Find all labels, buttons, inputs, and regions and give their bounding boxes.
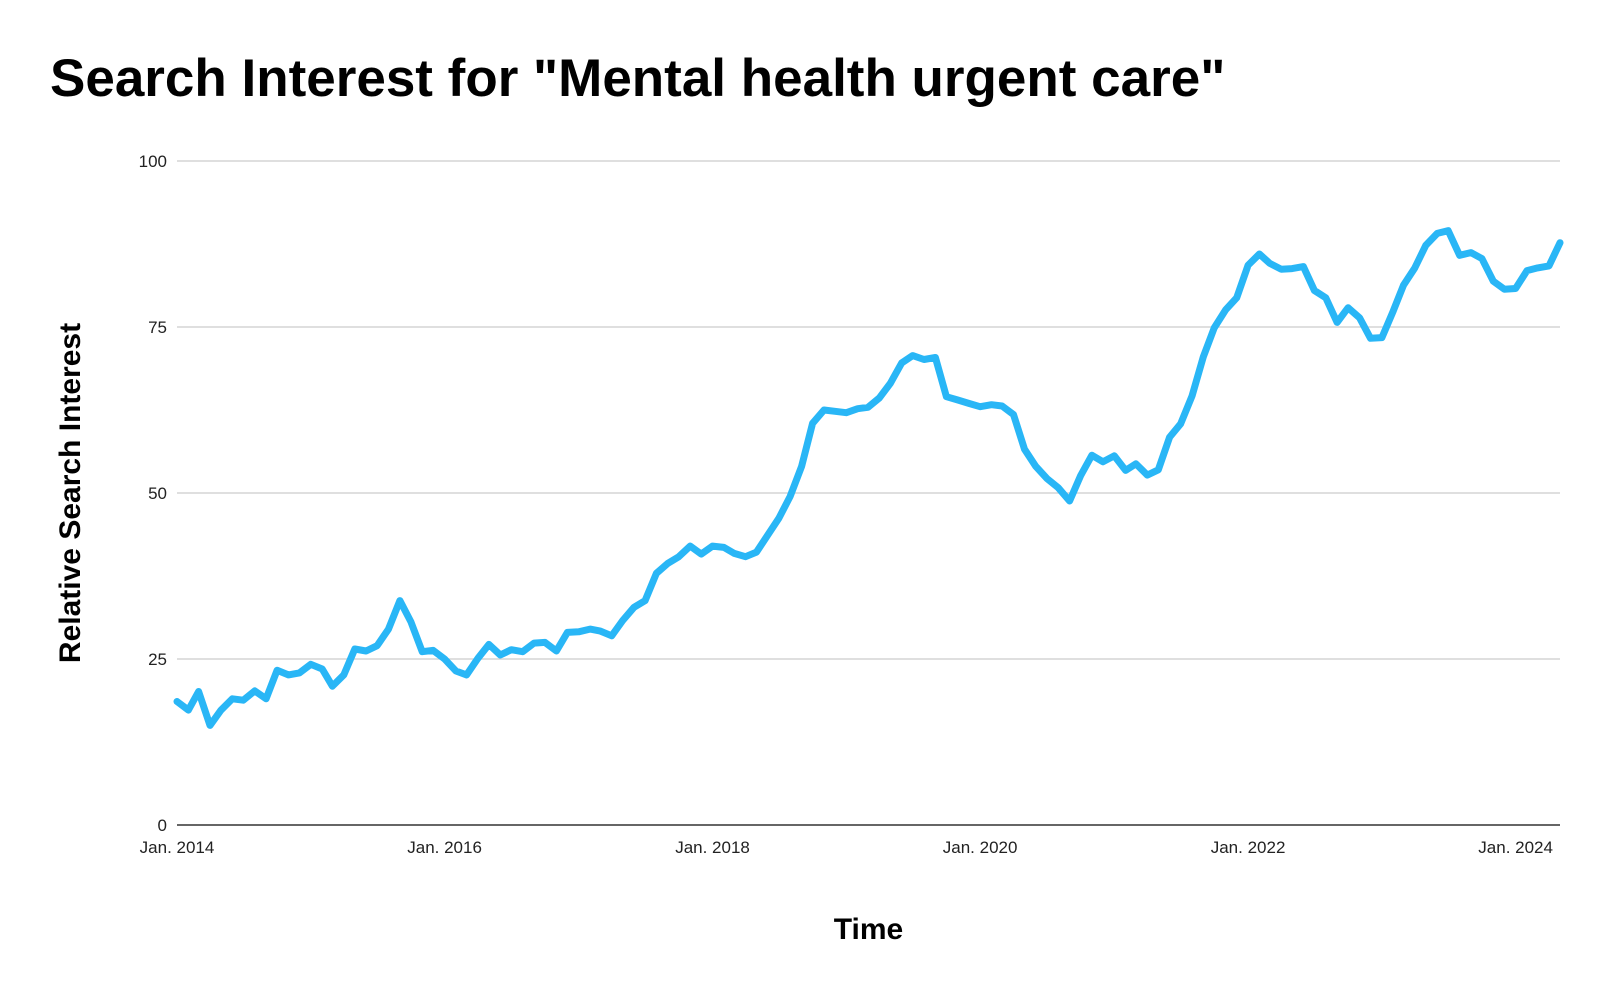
- x-tick-label: Jan. 2014: [140, 838, 215, 857]
- series-line: [173, 227, 1564, 729]
- y-axis-tick-labels: 0 25 50 75 100: [139, 152, 167, 835]
- y-tick-label: 0: [158, 816, 167, 835]
- chart-title: Search Interest for "Mental health urgen…: [50, 49, 1226, 108]
- x-tick-label: Jan. 2018: [675, 838, 750, 857]
- gridlines: [177, 160, 1560, 660]
- x-axis-title: Time: [834, 913, 903, 946]
- x-tick-label: Jan. 2022: [1211, 838, 1286, 857]
- x-tick-label: Jan. 2016: [407, 838, 482, 857]
- y-tick-label: 50: [148, 484, 167, 503]
- x-tick-label: Jan. 2020: [943, 838, 1018, 857]
- y-tick-label: 75: [148, 318, 167, 337]
- x-axis-tick-labels: Jan. 2014 Jan. 2016 Jan. 2018 Jan. 2020 Jan.…: [140, 838, 1553, 857]
- y-axis-title: Relative Search Interest: [54, 323, 87, 663]
- y-tick-label: 25: [148, 650, 167, 669]
- x-tick-label: Jan. 2024: [1478, 838, 1553, 857]
- y-tick-label: 100: [139, 152, 167, 171]
